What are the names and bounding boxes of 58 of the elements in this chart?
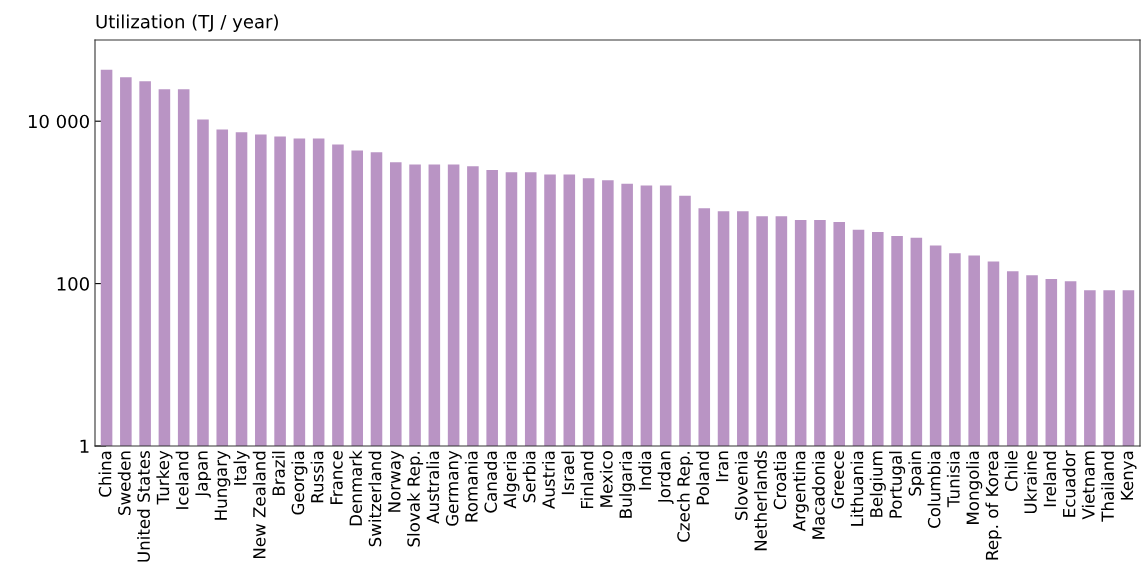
x-tick-label: Romania (464, 451, 478, 522)
x-tick-label: Switzerland (368, 451, 382, 547)
x-tick-label: Poland (696, 451, 710, 505)
x-tick-label: India (638, 451, 652, 490)
x-tick-label: New Zealand (252, 451, 266, 559)
x-tick-label: Mexico (599, 451, 613, 507)
x-tick-label: Kenya (1120, 451, 1137, 500)
x-tick-label: Turkey (156, 450, 173, 505)
x-tick-label: Chile (1004, 451, 1018, 491)
x-tick-label: Iran (715, 451, 729, 482)
x-tick-label: Brazil (272, 451, 285, 496)
x-tick-label: Macadonia (811, 451, 825, 539)
x-tick-label: Austria (541, 451, 555, 509)
x-tick-label: Ecuador (1062, 450, 1076, 517)
y-tick-label: 10 000 (28, 114, 89, 129)
y-axis-title: Utilization (TJ / year) (96, 14, 278, 32)
x-tick-label: Belgium (869, 451, 886, 517)
x-tick-label: Netherlands (754, 450, 767, 551)
x-tick-label: Algeria (503, 451, 520, 509)
x-tick-label: Mongolia (966, 451, 983, 524)
x-tick-label: Vietnam (1081, 451, 1095, 520)
x-tick-label: Jordan (657, 451, 674, 505)
x-tick-label: Canada (484, 451, 498, 513)
x-tick-label: Norway (388, 450, 404, 512)
x-tick-label: Portugal (889, 451, 906, 518)
x-tick-label: France (330, 451, 343, 504)
x-tick-label: Greece (831, 451, 845, 509)
x-tick-label: Ukraine (1023, 451, 1037, 514)
x-tick-label: Iceland (175, 451, 189, 509)
x-tick-label: Ireland (1043, 451, 1057, 507)
x-tick-label: Japan (195, 451, 212, 498)
x-tick-label: Italy (233, 450, 250, 485)
x-tick-label: Lithuania (850, 451, 864, 526)
x-tick-label: Croatia (773, 451, 787, 510)
x-tick-label: Czech Rep. (676, 451, 694, 542)
x-tick-label: Georgia (291, 451, 308, 515)
x-tick-label: Russia (310, 451, 324, 503)
x-tick-label: Israel (561, 451, 575, 495)
x-tick-label: Denmark (349, 450, 363, 526)
x-tick-label: Australia (426, 451, 440, 524)
x-tick-label: Bulgaria (619, 451, 636, 518)
x-tick-label: Spain (908, 451, 925, 496)
x-tick-label: Sweden (117, 451, 131, 515)
x-tick-label: Germany (445, 450, 462, 526)
x-tick-label: China (98, 451, 112, 497)
x-tick-label: Serbia (522, 451, 536, 503)
x-tick-label: Slovenia (734, 451, 748, 520)
x-tick-label: Slovak Rep. (406, 451, 424, 547)
x-tick-label: Tunisia (946, 451, 960, 508)
y-tick-label: 100 (57, 277, 89, 291)
x-tick-label: United States (137, 450, 150, 562)
x-tick-label: Columbia (927, 451, 941, 528)
x-tick-label: Thailand (1101, 451, 1114, 522)
x-tick-label: Finland (580, 451, 594, 509)
x-tick-label: Hungary (214, 450, 231, 520)
y-tick-label: 1 (80, 439, 89, 453)
x-tick-label: Argentina (792, 451, 809, 532)
x-tick-label: Rep. of Korea (985, 451, 1002, 560)
